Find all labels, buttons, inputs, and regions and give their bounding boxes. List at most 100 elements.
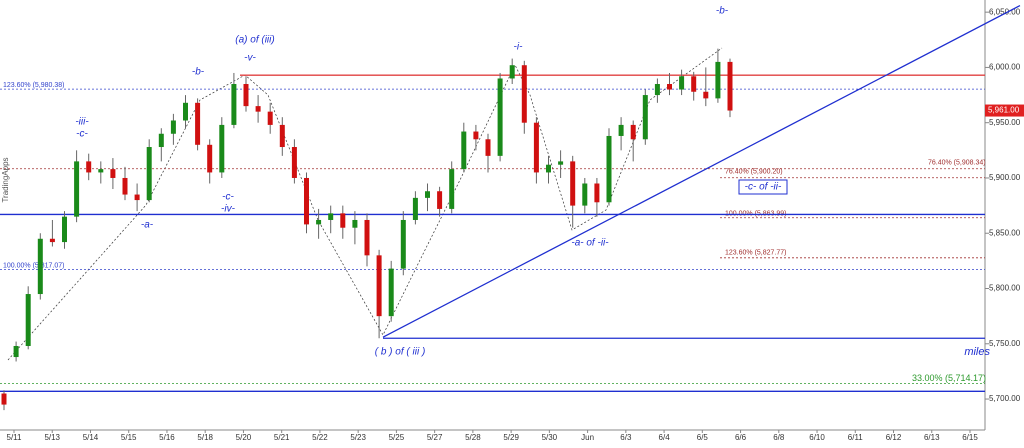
candle-body: [25, 294, 31, 346]
fib-label: 33.00% (5,714.17): [912, 373, 986, 383]
y-tick-label: 5,800.00: [989, 284, 1021, 293]
x-tick-label: 5/30: [542, 433, 558, 442]
candle-body: [473, 131, 479, 140]
candle-body: [158, 133, 164, 148]
candle-body: [110, 169, 116, 178]
candle-body: [364, 219, 370, 256]
candle-body: [134, 194, 140, 201]
wave-label: -b-: [716, 6, 729, 17]
price-tag: [985, 104, 1024, 117]
wave-label: -v-: [244, 53, 256, 64]
x-tick-label: 5/11: [7, 433, 23, 442]
candle-body: [388, 268, 394, 317]
candle-body: [630, 124, 636, 140]
fib-label: 76.40% (5,908.34): [928, 160, 986, 167]
candle-body: [340, 213, 346, 228]
candle-body: [13, 345, 19, 358]
wave-label: -b-: [192, 67, 205, 78]
candle-body: [316, 219, 322, 225]
candle-body: [679, 76, 685, 90]
fib-label: 76.40% (5,900.20): [725, 169, 783, 176]
candle-body: [485, 139, 491, 156]
y-tick-label: 6,050.00: [989, 7, 1021, 16]
wave-label: -a-: [141, 220, 154, 231]
wave-label: -c-: [222, 192, 234, 203]
x-tick-label: 5/18: [197, 433, 213, 442]
candle-body: [642, 95, 648, 140]
candle-body: [37, 238, 43, 295]
x-tick-label: 5/25: [389, 433, 405, 442]
y-tick-label: 5,700.00: [989, 394, 1021, 403]
price-tag-label: 5,961.00: [988, 106, 1020, 115]
wave-label: -a- of -ii-: [571, 238, 609, 249]
candle-body: [291, 147, 297, 178]
candle-body: [437, 191, 443, 209]
y-tick-label: 5,950.00: [989, 118, 1021, 127]
x-tick-label: 5/23: [350, 433, 366, 442]
candle-body: [618, 124, 624, 136]
wave-label: (a) of (iii): [235, 35, 274, 46]
wave-label: -c- of -ii-: [745, 182, 782, 193]
wave-path: [7, 47, 723, 361]
candle-body: [654, 84, 660, 96]
candle-body: [62, 216, 67, 243]
fib-label: 123.60% (5,980.38): [3, 82, 65, 89]
x-tick-label: 5/22: [312, 433, 328, 442]
x-tick-label: 6/4: [659, 433, 671, 442]
candle-body: [546, 164, 551, 173]
candle-body: [304, 177, 309, 225]
x-tick-label: 5/15: [121, 433, 137, 442]
candle-body: [727, 61, 733, 111]
wave-label-box: [738, 179, 788, 195]
wave-label: -i-: [514, 42, 524, 53]
candle-body: [570, 161, 576, 206]
candle-body: [279, 124, 285, 148]
candle-body: [170, 120, 176, 134]
candle-body: [328, 213, 334, 220]
candle-body: [400, 219, 406, 269]
x-tick-label: 6/12: [886, 433, 902, 442]
trend-line: [382, 4, 1021, 338]
x-tick-label: 6/15: [962, 433, 978, 442]
candle-body: [449, 169, 455, 209]
wave-label: -iv-: [221, 204, 236, 215]
candle-body: [509, 65, 515, 79]
candle-body: [521, 65, 527, 123]
x-tick-label: 6/10: [809, 433, 825, 442]
x-tick-label: 5/27: [427, 433, 443, 442]
candle-body: [122, 177, 128, 195]
candle-body: [425, 191, 430, 198]
wave-label: ( b ) of ( iii ): [375, 347, 426, 358]
x-tick-label: 6/3: [620, 433, 632, 442]
y-tick-label: 5,850.00: [989, 228, 1021, 237]
candle-body: [533, 122, 539, 173]
y-tick-label: 6,000.00: [989, 63, 1021, 72]
fib-label: 100.00% (5,817.07): [3, 262, 65, 269]
candle-body: [691, 76, 697, 92]
candle-body: [146, 147, 152, 201]
candle-body: [461, 131, 467, 170]
x-tick-label: 6/8: [773, 433, 785, 442]
candle-body: [255, 106, 261, 112]
wave-connectors: [7, 47, 723, 361]
candle-body: [219, 124, 225, 173]
x-tick-label: 5/13: [44, 433, 60, 442]
x-tick-label: Jun: [581, 433, 594, 442]
candle-body: [703, 91, 709, 99]
axis-note: miles: [964, 346, 990, 358]
candle-body: [558, 161, 564, 165]
candle-body: [49, 238, 55, 243]
candle-body: [183, 102, 188, 121]
candle-body: [243, 84, 249, 107]
candle-body: [195, 102, 201, 145]
x-tick-label: 5/20: [236, 433, 252, 442]
watermark: TradingApps: [1, 157, 10, 202]
candle-body: [412, 197, 418, 220]
candle-body: [497, 78, 503, 156]
candle-body: [86, 161, 92, 173]
candle-body: [1, 393, 7, 405]
x-tick-label: 6/11: [848, 433, 864, 442]
x-tick-label: 6/5: [697, 433, 709, 442]
